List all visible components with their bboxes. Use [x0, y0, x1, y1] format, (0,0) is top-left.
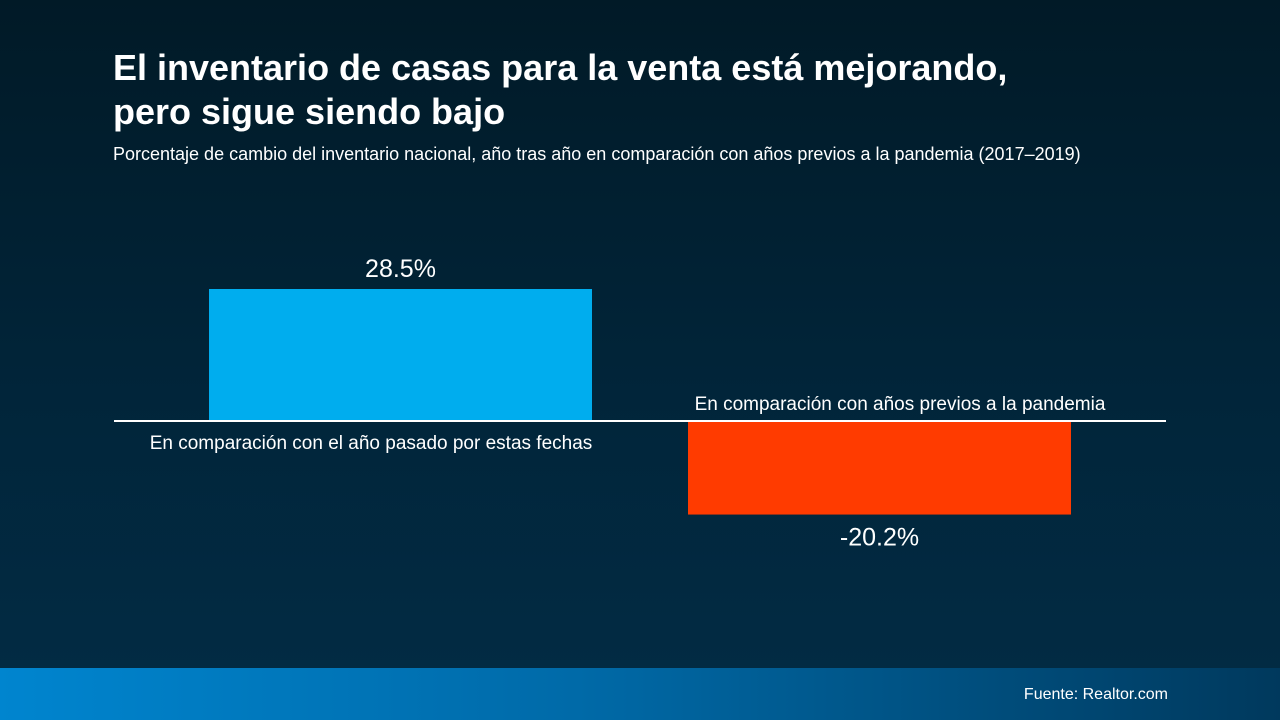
data-label-2: -20.2% [840, 524, 919, 552]
source-label: Fuente: Realtor.com [1023, 686, 1168, 703]
category-label-2: En comparación con años previos a la pan… [695, 394, 1106, 415]
category-label-1: En comparación con el año pasado por est… [150, 433, 593, 454]
chart-title-line-1: El inventario de casas para la venta est… [113, 47, 1008, 88]
bar-2 [688, 421, 1071, 515]
chart-title-line-2: pero sigue siendo bajo [113, 91, 506, 132]
bar-1 [209, 289, 592, 421]
chart-title: El inventario de casas para la venta est… [113, 46, 1173, 134]
data-label-1: 28.5% [365, 255, 436, 283]
chart-subtitle: Porcentaje de cambio del inventario naci… [113, 144, 1081, 164]
footer-bar: Fuente: Realtor.com [0, 668, 1280, 720]
